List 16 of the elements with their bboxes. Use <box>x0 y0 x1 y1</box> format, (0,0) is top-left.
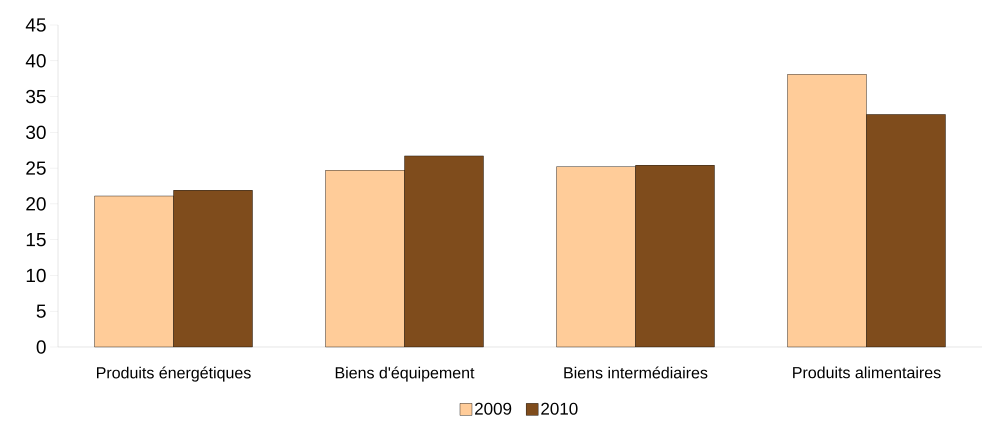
legend-label: 2010 <box>541 402 578 415</box>
y-tick-label: 25 <box>26 161 46 175</box>
y-tick-label: 20 <box>26 197 46 211</box>
y-tick-label: 30 <box>26 126 46 140</box>
y-tick-label: 15 <box>26 233 46 246</box>
y-tick-label: 0 <box>36 340 46 354</box>
y-tick-label: 5 <box>36 304 46 318</box>
y-tick-label: 45 <box>26 18 46 32</box>
legend-label: 2009 <box>475 402 512 415</box>
x-tick-label: Biens d'équipement <box>336 366 474 382</box>
y-tick-label: 40 <box>26 54 46 68</box>
x-tick-label: Produits énergétiques <box>97 366 251 382</box>
x-tick-label: Biens intermédiaires <box>564 366 708 378</box>
y-tick-label: 35 <box>26 90 46 104</box>
y-tick-label: 10 <box>26 268 46 282</box>
x-tick-label: Produits alimentaires <box>793 366 941 378</box>
